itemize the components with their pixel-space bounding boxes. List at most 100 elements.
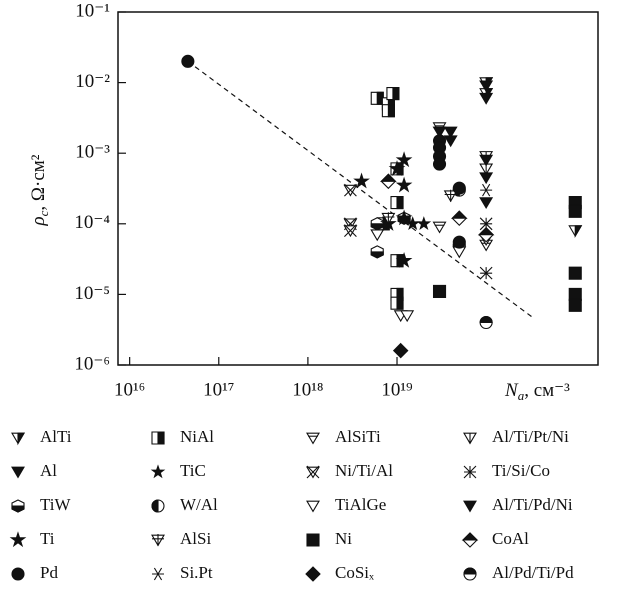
marker-part: [479, 80, 494, 93]
scatter-point: [568, 204, 582, 218]
scatter-point: [432, 126, 447, 139]
marker-part: [452, 235, 466, 249]
legend-entry: TiAlGe: [306, 495, 386, 514]
marker-part: [11, 505, 25, 513]
marker-part: [463, 567, 477, 575]
legend-label: AlTi: [40, 427, 72, 446]
legend-marker: [306, 533, 320, 547]
legend-label: TiW: [40, 495, 72, 514]
marker-part: [568, 287, 582, 301]
legend-entry: AlSi: [151, 529, 211, 548]
marker-part: [344, 183, 357, 197]
legend-marker: [151, 431, 165, 445]
scatter-point: [353, 172, 370, 189]
legend-entry: TiW: [11, 495, 72, 514]
marker-part: [387, 104, 395, 118]
legend-marker: [461, 532, 479, 548]
x-tick-label: 10¹⁷: [203, 379, 234, 400]
scatter-point: [479, 315, 493, 330]
legend-entry: Ti/Si/Co: [463, 461, 550, 480]
scatter-point: [395, 251, 413, 268]
legend-marker: [306, 432, 320, 445]
scatter-point: [568, 287, 582, 301]
legend-label: CoAl: [492, 529, 529, 548]
scatter-point: [477, 226, 495, 243]
scatter-point: [479, 266, 493, 280]
scatter-point: [390, 296, 404, 310]
legend-marker: [152, 567, 164, 581]
plot-frame: [117, 11, 599, 366]
scatter-point: [568, 266, 582, 280]
legend-entry: Ti: [9, 529, 55, 548]
legend-marker: [463, 465, 477, 479]
marker-part: [17, 432, 25, 446]
legend-entry: CoAl: [461, 529, 529, 548]
scatter-point: [479, 92, 494, 105]
marker-part: [444, 189, 457, 202]
scatter-point: [395, 176, 413, 193]
legend-label: Ni/Ti/Al: [335, 461, 393, 480]
marker-part: [452, 181, 466, 195]
marker-part: [306, 432, 320, 445]
marker-part: [479, 92, 494, 105]
marker-part: [344, 224, 357, 238]
scatter-point: [343, 217, 358, 231]
marker-part: [152, 567, 164, 581]
marker-part: [395, 151, 413, 168]
legend-marker: [11, 466, 25, 479]
scatter-point: [390, 195, 404, 210]
legend-marker: [306, 465, 320, 479]
marker-part: [392, 86, 400, 101]
scatter-point: [443, 189, 458, 203]
legend-label: CoSiₓ: [335, 563, 374, 582]
scatter-point: [479, 80, 494, 93]
legend-label: AlSiTi: [335, 427, 381, 446]
marker-part: [181, 54, 195, 68]
scatter-point: [443, 126, 458, 139]
scatter-point: [480, 183, 493, 197]
marker-part: [479, 315, 493, 324]
legend-entry: AlTi: [11, 427, 72, 446]
y-label-rest: , Ω·см²: [28, 154, 49, 210]
y-label-main: ρ: [28, 216, 49, 226]
marker-part: [396, 195, 404, 210]
legend-label: Ti: [40, 529, 55, 548]
marker-part: [306, 533, 320, 547]
y-label-sub: c: [36, 210, 51, 216]
scatter-point: [370, 229, 385, 242]
scatter-point: [568, 298, 582, 312]
marker-part: [11, 567, 25, 581]
scatter-point: [370, 217, 384, 231]
marker-part: [432, 157, 447, 171]
marker-part: [568, 204, 582, 218]
marker-part: [370, 229, 385, 242]
marker-part: [306, 500, 320, 513]
legend-entry: Al: [11, 461, 57, 480]
scatter-point: [386, 86, 400, 101]
marker-part: [479, 266, 493, 280]
marker-part: [353, 172, 370, 189]
legend-entry: TiC: [150, 461, 206, 480]
marker-part: [370, 223, 384, 231]
scatter-point: [370, 91, 384, 105]
legend-marker: [150, 464, 166, 479]
scatter-point: [380, 173, 397, 190]
marker-part: [150, 464, 166, 479]
legend-marker: [11, 499, 25, 513]
marker-part: [568, 266, 582, 280]
legend-entry: Al/Ti/Pt/Ni: [463, 427, 569, 446]
marker-part: [380, 173, 397, 182]
scatter-point: [395, 209, 413, 226]
marker-part: [370, 251, 384, 259]
marker-part: [574, 225, 583, 239]
legend-entry: Ni/Ti/Al: [306, 461, 393, 480]
scatter-point: [479, 217, 493, 231]
marker-part: [477, 226, 495, 236]
legend-entry: Al/Ti/Pd/Ni: [463, 495, 573, 514]
marker-part: [152, 534, 164, 546]
scatter-point: [370, 245, 384, 259]
scatter-point: [432, 157, 447, 171]
legend-label: TiAlGe: [335, 495, 386, 514]
legend-label: Ni: [335, 529, 352, 548]
marker-part: [395, 251, 413, 268]
